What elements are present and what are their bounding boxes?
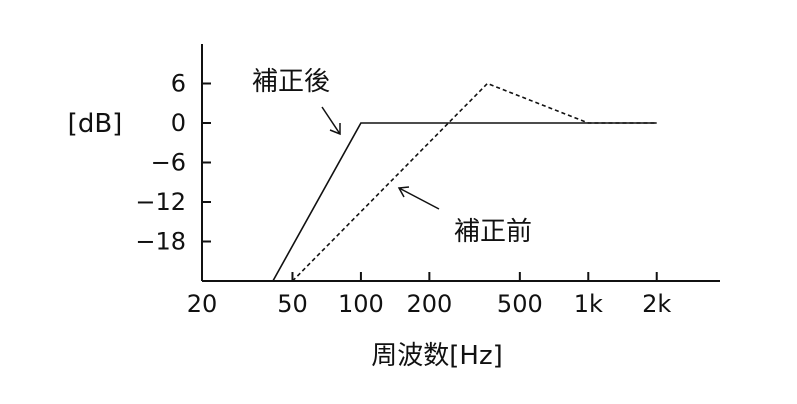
annotation-after-label: 補正後 bbox=[252, 67, 330, 97]
y-tick-label: −6 bbox=[151, 149, 186, 177]
x-axis-label: 周波数[Hz] bbox=[371, 341, 503, 371]
y-axis-label: [dB] bbox=[68, 109, 123, 139]
series-line-before-correction bbox=[291, 82, 657, 282]
annotation-after-arrowhead bbox=[329, 123, 341, 136]
annotation-before-arrow bbox=[398, 187, 440, 210]
x-tick-label: 50 bbox=[277, 290, 308, 318]
annotation-before-label: 補正前 bbox=[454, 217, 532, 247]
y-tick-label: −18 bbox=[135, 228, 186, 256]
x-tick-label: 500 bbox=[497, 290, 543, 318]
x-tick-label: 100 bbox=[338, 290, 384, 318]
y-tick-label: 0 bbox=[171, 109, 186, 137]
x-tick-label: 2k bbox=[642, 290, 671, 318]
series bbox=[272, 82, 657, 282]
x-tick-label: 1k bbox=[574, 290, 603, 318]
ticks: 20 50 100 200 500 1k 2k 6 0 −6 −12 −18 bbox=[135, 70, 671, 319]
series-line-after-correction bbox=[272, 122, 657, 282]
y-tick-label: −12 bbox=[135, 188, 186, 216]
y-tick-label: 6 bbox=[171, 70, 186, 98]
annotation-after-arrow bbox=[321, 106, 341, 135]
x-tick-label: 200 bbox=[406, 290, 452, 318]
x-tick-label: 20 bbox=[187, 290, 218, 318]
annotation-before-arrowhead bbox=[397, 186, 410, 198]
